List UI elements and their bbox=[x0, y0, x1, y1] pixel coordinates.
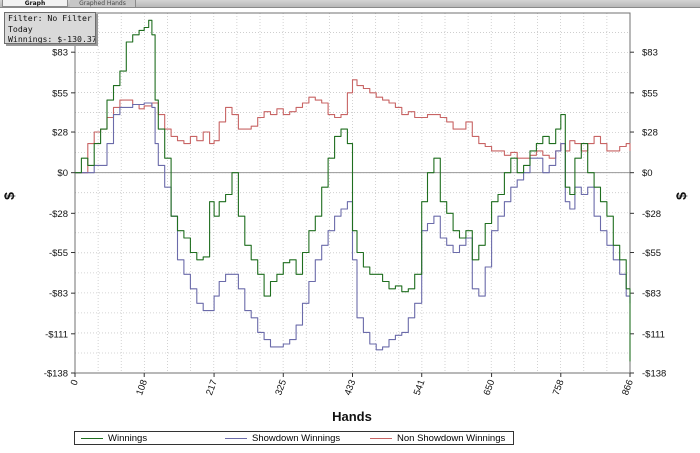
y-tick-label-left: -$55 bbox=[49, 248, 68, 259]
legend-label-non-showdown: Non Showdown Winnings bbox=[397, 433, 506, 444]
y-tick-label-right: $83 bbox=[642, 48, 658, 59]
y-tick-label-left: -$28 bbox=[49, 209, 68, 220]
winnings-chart: $83 $83 $55 $55 $28 $28 $0 $0 -$28 -$28 -$55 -$55 -$… bbox=[1, 12, 689, 424]
series-line-winnings bbox=[75, 19, 631, 362]
tab-graph[interactable]: Graph bbox=[2, 0, 68, 7]
filter-label: Filter: No Filter bbox=[8, 13, 92, 23]
y-tick-label-left: -$111 bbox=[45, 329, 68, 340]
legend-swatch-non-showdown bbox=[370, 437, 392, 439]
legend-swatch-showdown bbox=[225, 437, 247, 439]
x-tick-label: 650 bbox=[482, 378, 498, 397]
x-tick-label: 758 bbox=[551, 378, 567, 397]
y-tick-label-left: $55 bbox=[52, 88, 68, 99]
y-tick-label-left: $28 bbox=[52, 128, 68, 139]
axis-ticks: $83 $83 $55 $55 $28 $28 $0 $0 -$28 -$28 -$55 -$55 -$… bbox=[44, 48, 667, 397]
x-tick-label: 108 bbox=[134, 378, 150, 397]
x-tick-label: 325 bbox=[273, 378, 289, 397]
y-tick-label-right: -$111 bbox=[642, 329, 665, 340]
x-tick-label: 433 bbox=[343, 378, 359, 397]
filter-date: Today bbox=[8, 23, 33, 34]
y-tick-label-left: -$138 bbox=[44, 369, 68, 380]
legend: Winnings Showdown Winnings Non Showdown … bbox=[74, 431, 514, 445]
legend-swatch-winnings bbox=[81, 437, 103, 439]
y-tick-label-left: $0 bbox=[57, 168, 68, 179]
y-tick-label-right: $0 bbox=[642, 168, 653, 179]
y-axis-label-right: $ bbox=[673, 192, 689, 200]
x-tick-label: 541 bbox=[412, 378, 428, 397]
y-tick-label-right: -$83 bbox=[642, 289, 661, 300]
y-tick-label-left: $83 bbox=[52, 48, 68, 59]
legend-item-non-showdown: Non Showdown Winnings bbox=[370, 433, 505, 445]
tab-graphed-hands[interactable]: Graphed Hands bbox=[70, 0, 136, 7]
y-axis-label-left: $ bbox=[1, 192, 17, 200]
legend-label-winnings: Winnings bbox=[108, 433, 148, 444]
x-tick-label: 0 bbox=[69, 378, 81, 387]
y-tick-label-right: $28 bbox=[642, 128, 658, 139]
series-line-showdown-winnings bbox=[75, 102, 631, 351]
filter-info-box: Filter: No Filter Today Winnings: $-130.… bbox=[4, 12, 96, 44]
grid bbox=[75, 13, 630, 374]
series-lines bbox=[75, 19, 631, 362]
x-tick-label: 866 bbox=[620, 378, 636, 397]
y-tick-label-right: -$55 bbox=[642, 248, 661, 259]
legend-item-winnings: Winnings bbox=[81, 433, 147, 445]
x-tick-label: 217 bbox=[204, 378, 220, 397]
tab-bar: Graph Graphed Hands bbox=[0, 0, 700, 8]
legend-label-showdown: Showdown Winnings bbox=[252, 433, 341, 444]
y-tick-label-right: -$138 bbox=[642, 369, 666, 380]
y-tick-label-right: $55 bbox=[642, 88, 658, 99]
y-tick-label-right: -$28 bbox=[642, 209, 661, 220]
series-line-non-showdown-winnings bbox=[75, 79, 631, 174]
legend-item-showdown: Showdown Winnings bbox=[225, 433, 340, 445]
y-tick-label-left: -$83 bbox=[49, 289, 68, 300]
x-axis-label: Hands bbox=[332, 409, 372, 424]
filter-winnings: Winnings: $-130.37 bbox=[8, 34, 96, 44]
